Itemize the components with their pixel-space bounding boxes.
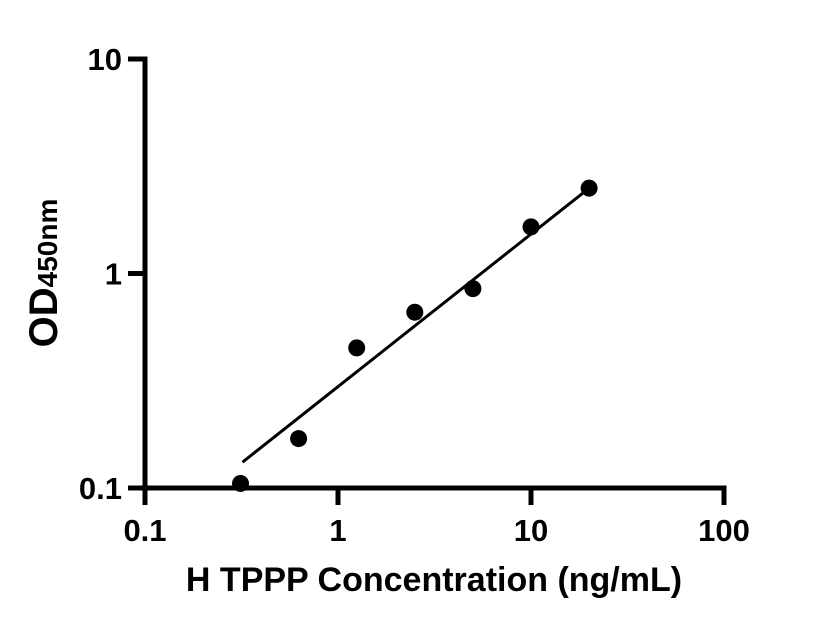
x-axis-title: H TPPP Concentration (ng/mL) bbox=[186, 561, 682, 599]
x-tick-label: 100 bbox=[698, 513, 750, 548]
y-tick-label: 10 bbox=[88, 42, 122, 77]
y-axis-title-main: OD bbox=[22, 287, 66, 347]
data-point bbox=[232, 474, 250, 492]
data-point bbox=[580, 179, 598, 197]
x-tick-label: 0.1 bbox=[123, 513, 166, 548]
data-point bbox=[406, 303, 424, 321]
data-point bbox=[522, 218, 540, 236]
x-tick-label: 10 bbox=[514, 513, 548, 548]
y-axis-title: OD450nm bbox=[22, 199, 66, 348]
data-point bbox=[348, 339, 366, 357]
data-point bbox=[464, 280, 482, 298]
data-point bbox=[290, 430, 308, 448]
y-tick-label: 1 bbox=[105, 257, 122, 292]
y-tick-label: 0.1 bbox=[79, 471, 122, 506]
y-axis-title-sub: 450nm bbox=[32, 199, 63, 288]
plot-area: 0.1 1 10 100 0.1 1 10 bbox=[79, 42, 750, 548]
x-tick-label: 1 bbox=[329, 513, 346, 548]
